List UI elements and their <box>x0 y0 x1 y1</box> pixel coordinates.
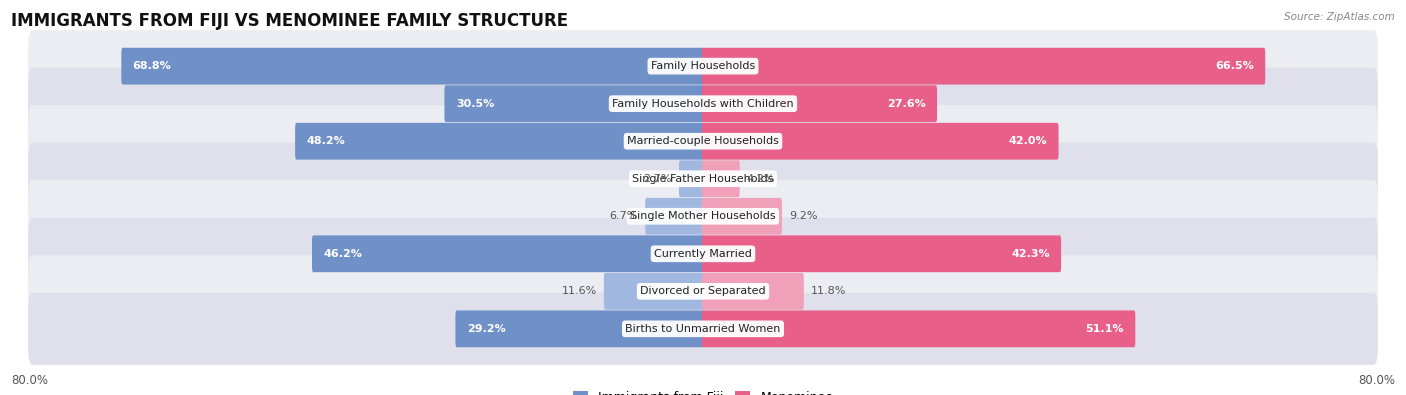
Text: 66.5%: 66.5% <box>1215 61 1254 71</box>
Text: Births to Unmarried Women: Births to Unmarried Women <box>626 324 780 334</box>
Text: Single Father Households: Single Father Households <box>633 174 773 184</box>
FancyBboxPatch shape <box>702 310 1136 347</box>
Text: 11.6%: 11.6% <box>561 286 596 296</box>
Text: 68.8%: 68.8% <box>132 61 172 71</box>
Text: Single Mother Households: Single Mother Households <box>630 211 776 221</box>
Text: 11.8%: 11.8% <box>811 286 846 296</box>
FancyBboxPatch shape <box>28 143 1378 215</box>
Text: Currently Married: Currently Married <box>654 249 752 259</box>
FancyBboxPatch shape <box>28 293 1378 365</box>
FancyBboxPatch shape <box>28 255 1378 327</box>
Text: 42.0%: 42.0% <box>1008 136 1047 146</box>
FancyBboxPatch shape <box>702 85 938 122</box>
Text: 46.2%: 46.2% <box>323 249 363 259</box>
FancyBboxPatch shape <box>605 273 704 310</box>
Text: 51.1%: 51.1% <box>1085 324 1123 334</box>
Text: Married-couple Households: Married-couple Households <box>627 136 779 146</box>
Text: 2.7%: 2.7% <box>644 174 672 184</box>
FancyBboxPatch shape <box>28 68 1378 140</box>
FancyBboxPatch shape <box>702 273 804 310</box>
Text: Family Households: Family Households <box>651 61 755 71</box>
Legend: Immigrants from Fiji, Menominee: Immigrants from Fiji, Menominee <box>569 387 837 395</box>
FancyBboxPatch shape <box>456 310 704 347</box>
FancyBboxPatch shape <box>28 218 1378 290</box>
FancyBboxPatch shape <box>28 180 1378 252</box>
FancyBboxPatch shape <box>702 48 1265 85</box>
Text: 29.2%: 29.2% <box>467 324 506 334</box>
FancyBboxPatch shape <box>702 198 782 235</box>
FancyBboxPatch shape <box>702 235 1062 272</box>
FancyBboxPatch shape <box>28 30 1378 102</box>
FancyBboxPatch shape <box>444 85 704 122</box>
FancyBboxPatch shape <box>702 160 740 197</box>
Text: IMMIGRANTS FROM FIJI VS MENOMINEE FAMILY STRUCTURE: IMMIGRANTS FROM FIJI VS MENOMINEE FAMILY… <box>11 12 568 30</box>
Text: 27.6%: 27.6% <box>887 99 925 109</box>
Text: 6.7%: 6.7% <box>610 211 638 221</box>
Text: Divorced or Separated: Divorced or Separated <box>640 286 766 296</box>
Text: Family Households with Children: Family Households with Children <box>612 99 794 109</box>
FancyBboxPatch shape <box>312 235 704 272</box>
Text: 80.0%: 80.0% <box>1358 374 1395 387</box>
Text: 80.0%: 80.0% <box>11 374 48 387</box>
Text: 9.2%: 9.2% <box>789 211 817 221</box>
Text: 4.2%: 4.2% <box>747 174 775 184</box>
FancyBboxPatch shape <box>295 123 704 160</box>
Text: 48.2%: 48.2% <box>307 136 346 146</box>
Text: 30.5%: 30.5% <box>456 99 494 109</box>
Text: Source: ZipAtlas.com: Source: ZipAtlas.com <box>1284 12 1395 22</box>
Text: 42.3%: 42.3% <box>1011 249 1050 259</box>
FancyBboxPatch shape <box>645 198 704 235</box>
FancyBboxPatch shape <box>679 160 704 197</box>
FancyBboxPatch shape <box>702 123 1059 160</box>
FancyBboxPatch shape <box>28 105 1378 177</box>
FancyBboxPatch shape <box>121 48 704 85</box>
